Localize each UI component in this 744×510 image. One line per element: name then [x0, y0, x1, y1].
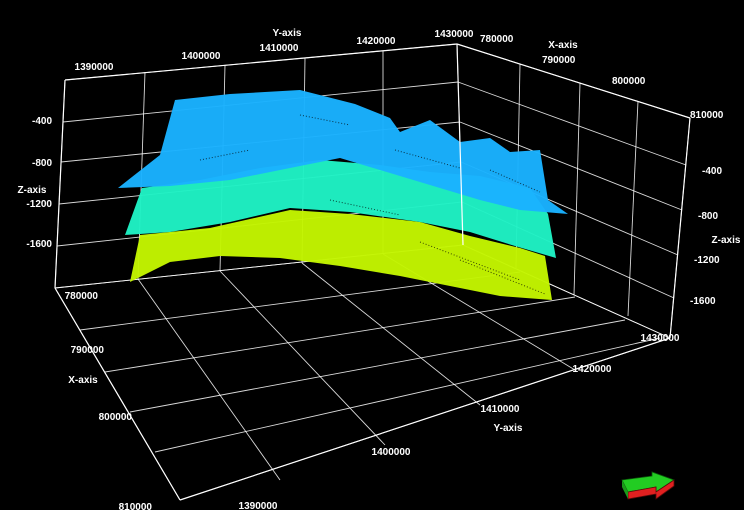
z-tick-label-left: -800 — [32, 158, 52, 169]
y-tick-label-bottom: 1420000 — [573, 364, 612, 375]
y-tick-label-top: 1400000 — [182, 51, 221, 62]
y-tick-label-top: 1420000 — [357, 36, 396, 47]
x-tick-label-bottom: 780000 — [65, 291, 99, 302]
y-tick-label-bottom: 1410000 — [481, 404, 520, 415]
x-tick-label-bottom: 810000 — [119, 502, 153, 510]
y-axis-label-bottom: Y-axis — [494, 423, 523, 434]
x-tick-label-bottom: 790000 — [71, 345, 105, 356]
x-tick-label-bottom: 800000 — [99, 412, 133, 423]
z-tick-label-left: -1600 — [26, 239, 52, 250]
surface-texture-dots — [199, 114, 546, 295]
axis-labels: 1390000 1400000 1410000 1420000 1430000 Y-axi… — [18, 28, 741, 510]
z-tick-label-right: -1600 — [690, 296, 716, 307]
orientation-arrow-icon[interactable] — [621, 471, 675, 500]
z-tick-label-right: -800 — [698, 211, 718, 222]
z-tick-label-right: -400 — [702, 166, 722, 177]
surface-upper — [118, 90, 568, 214]
x-tick-label-top: 800000 — [612, 76, 646, 87]
y-tick-label-bottom: 1400000 — [372, 447, 411, 458]
y-tick-label-bottom: 1390000 — [239, 501, 278, 510]
z-tick-label-right: -1200 — [694, 255, 720, 266]
y-tick-label-bottom: 1430000 — [641, 333, 680, 344]
x-tick-label-top: 810000 — [690, 110, 724, 121]
surface-layers — [118, 90, 568, 300]
y-tick-label-top: 1410000 — [260, 43, 299, 54]
y-tick-label-top: 1430000 — [435, 29, 474, 40]
x-tick-label-top: 790000 — [542, 55, 576, 66]
y-axis-label-top: Y-axis — [273, 28, 302, 39]
frame-edges — [54, 43, 691, 501]
x-tick-label-top: 780000 — [480, 34, 514, 45]
z-tick-label-left: -400 — [32, 116, 52, 127]
z-tick-label-left: -1200 — [26, 199, 52, 210]
y-tick-label-top: 1390000 — [75, 62, 114, 73]
z-axis-label-right: Z-axis — [712, 235, 741, 246]
x-axis-label-top: X-axis — [548, 40, 578, 51]
x-axis-label-bottom: X-axis — [68, 375, 98, 386]
surface-lower — [130, 210, 552, 300]
z-axis-label-left: Z-axis — [18, 185, 47, 196]
